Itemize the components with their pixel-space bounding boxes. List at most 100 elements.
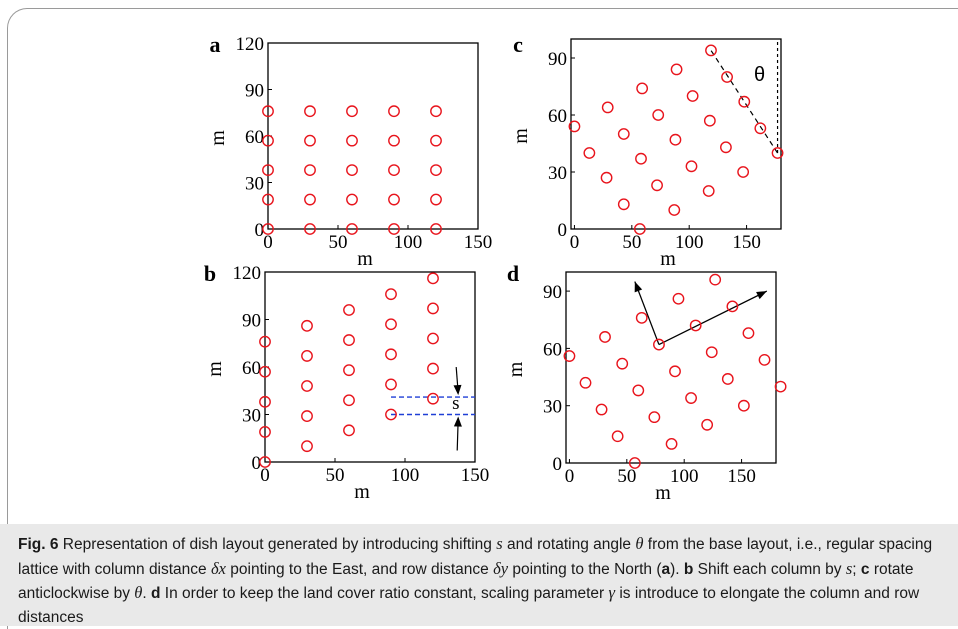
panel-c-ytick-label: 0 [558,220,568,241]
panel-c-point-6 [651,179,663,192]
panel-d-point-4 [563,350,576,362]
panel-a-ytick-label: 120 [236,34,265,55]
panel-d-point-15 [737,399,750,412]
panel-a-point-11 [346,193,358,206]
panel-d-axes [565,271,777,464]
panel-b-ytick-label: 60 [242,358,261,379]
panel-a-point-3 [262,134,274,147]
panel-c-point-8 [617,128,630,140]
panel-c-label: c [513,32,523,57]
panel-c-xtick-label: 150 [732,232,761,253]
panel-b-ytick-label: 90 [242,311,261,332]
panel-d-point-13 [653,338,665,351]
panel-b-point-19 [385,288,397,301]
panel-c-xtick-label: 50 [622,232,641,253]
panel-b-ytick-label: 120 [233,263,262,284]
panel-d-xtick-label: 150 [727,466,756,487]
panel-d-point-24 [709,273,722,286]
panel-b-point-7 [301,380,313,392]
panel-d-point-6 [648,411,661,424]
panel-b-point-10 [343,424,355,437]
panel-b-point-2 [259,395,271,408]
panel-b-point-21 [427,362,439,375]
panel-b-point-22 [427,332,439,345]
panel-d-vector-head-0 [634,281,643,293]
panel-d-point-14 [635,311,648,324]
panel-a-ytick-label: 30 [245,174,264,195]
panel-a-point-20 [430,223,442,235]
panel-c-ylabel: m [510,128,532,144]
panel-c-point-21 [754,122,767,135]
panel-a-point-7 [304,164,316,177]
panel-b-point-17 [385,348,397,361]
panel-b-xtick-label: 0 [260,465,270,486]
panel-d-ytick-label: 60 [543,339,562,360]
figure-panels: a 0 50 100 150 0 30 60 90 120 m m b 0 50 100 150 0 30 60 90 1… [204,32,787,504]
panel-c-point-16 [720,141,732,154]
panel-a-axes [267,42,479,230]
panel-d-point-3 [579,376,592,389]
panel-a-point-18 [388,134,400,147]
panel-d-point-17 [705,346,718,359]
panel-d-point-20 [774,380,787,393]
panel-a-point-21 [430,193,442,206]
panel-c-point-0 [633,223,646,235]
panel-b-point-13 [343,334,355,346]
panel-b-point-18 [385,318,397,331]
panel-a-xlabel: m [357,248,373,270]
panel-a-point-23 [430,134,442,147]
panel-d-xlabel: m [655,482,671,504]
panel-a-point-8 [304,134,316,147]
panel-a-point-0 [262,223,274,235]
panel-b-point-5 [301,440,313,453]
panel-b-xtick-label: 50 [326,465,345,486]
panel-d-point-1 [611,430,624,443]
figure-caption: Fig. 6 Representation of dish layout gen… [0,524,958,626]
panel-b-point-4 [259,335,271,348]
panel-a-point-10 [346,223,358,235]
panel-c-xtick-label: 0 [570,232,580,253]
panel-a-point-24 [430,105,442,118]
panel-c-point-2 [600,171,613,184]
panel-c-axes [570,38,782,230]
panel-d-point-19 [672,292,685,305]
panel-a-point-2 [262,164,274,177]
panel-c-point-20 [771,147,784,159]
panel-c-point-15 [737,166,750,178]
panel-c-point-4 [568,120,581,133]
panel-c-ytick-label: 60 [548,106,567,127]
panel-d-xtick-label: 100 [670,466,699,487]
panel-c-point-7 [635,152,647,165]
panel-c-point-18 [686,90,699,102]
panel-c-point-19 [670,63,683,76]
panel-b-xtick-label: 100 [391,465,420,486]
panel-a-ylabel: m [207,130,229,146]
panel-a-point-9 [304,105,316,118]
caption-text: Fig. 6 Representation of dish layout gen… [18,534,933,626]
panel-c-point-10 [702,185,715,197]
panel-b-point-16 [385,378,397,391]
panel-d-point-0 [628,457,641,469]
panel-b-point-12 [343,364,355,377]
panel-a-point-16 [388,193,400,206]
panel-b-annotation: s [452,393,459,414]
panel-d-point-21 [758,353,771,366]
panel-b-point-9 [301,319,313,332]
panel-b-point-23 [427,302,439,315]
panel-a-xtick-label: 100 [394,232,423,253]
panel-a-ytick-label: 0 [255,220,265,241]
panel-d-point-8 [616,357,629,370]
panel-c-ytick-label: 90 [548,49,567,70]
panel-a-point-19 [388,105,400,118]
panel-c-xtick-label: 100 [675,232,704,253]
panel-a-label: a [210,32,221,57]
panel-c-point-13 [652,109,665,121]
panel-a-point-4 [262,105,274,118]
panel-c-point-24 [705,44,717,57]
panel-c-point-17 [703,114,716,127]
panel-b-point-6 [301,410,313,422]
panel-b-point-15 [385,408,397,421]
panel-d-point-7 [632,384,645,397]
panel-c-point-9 [601,101,614,114]
panel-d-vector-0 [634,281,660,345]
